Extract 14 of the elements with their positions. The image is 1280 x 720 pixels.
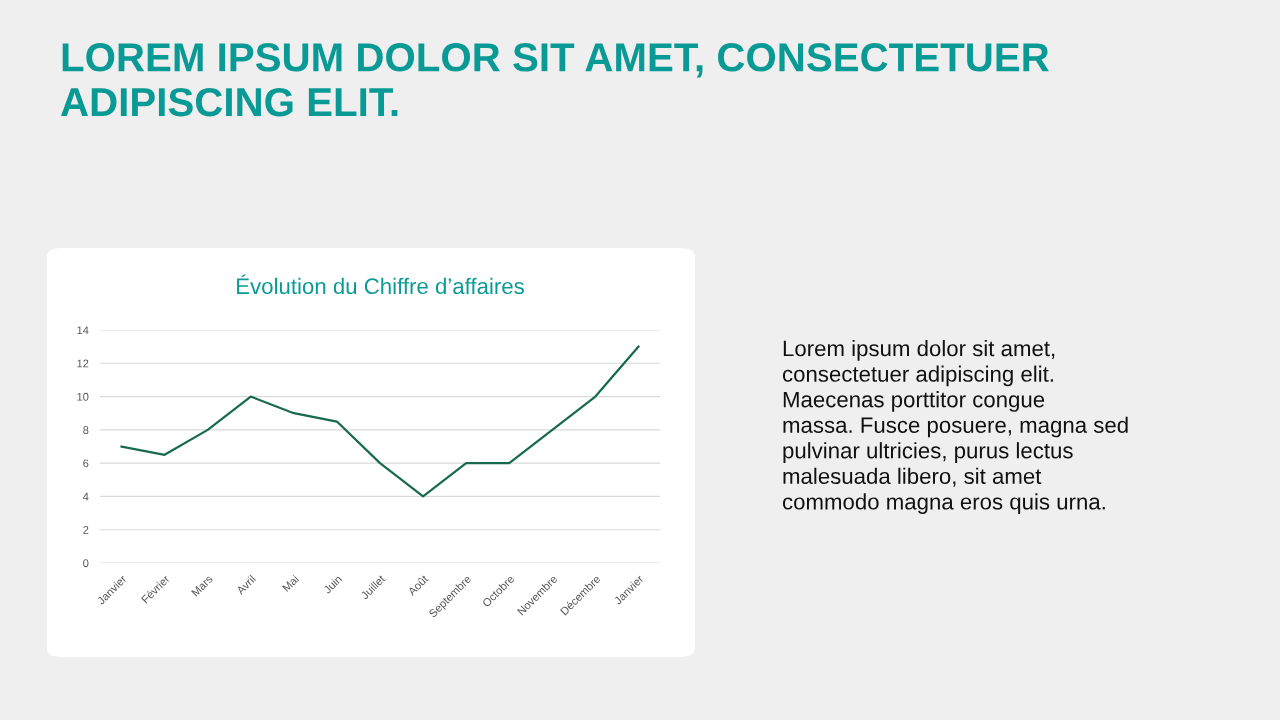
text: LOREM IPSUM DOLOR SIT AMET, CONSECTETUER ADIPISCING ELIT.	[61, 43, 1049, 117]
y-tick-label: 2	[83, 525, 89, 534]
x-tick-label: Mai	[281, 574, 300, 592]
y-tick-label: 0	[83, 559, 89, 568]
text: Lorem ipsum dolor sit amet, consectetuer adipiscing elit. Maecenas porttitor congue massa. Fusce posuere, magna sed pulvinar ultricies, purus lectus malesuada libero, sit amet commodo magna eros quis urna.	[782, 340, 1128, 514]
y-tick-label: 14	[77, 326, 89, 335]
y-tick-label: 4	[82, 492, 89, 501]
x-tick-label: Juin	[322, 574, 343, 595]
y-tick-label: 8	[83, 426, 89, 434]
line-series	[120, 345, 640, 498]
y-tick-label: 12	[77, 359, 89, 368]
y-tick-label: 6	[83, 459, 89, 468]
chart-title: Évolution du Chiffre d’affaires	[237, 274, 524, 295]
y-tick-label: 10	[77, 392, 89, 401]
